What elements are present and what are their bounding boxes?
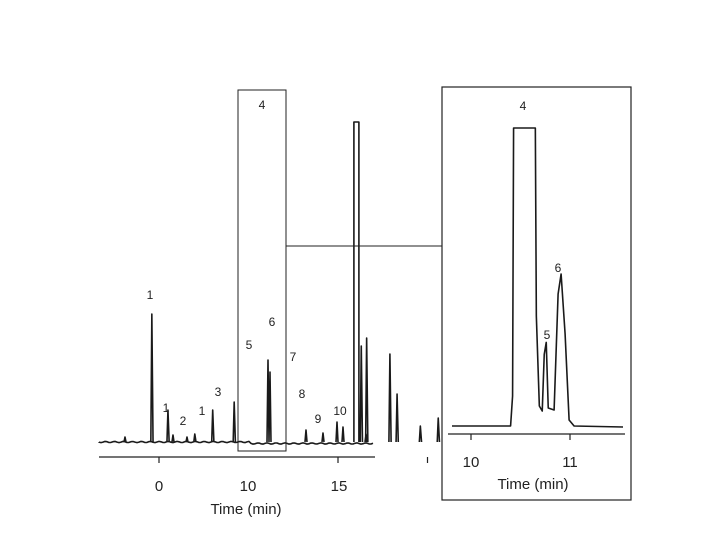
main-tick-label: 0 bbox=[155, 478, 163, 495]
main-tick-label: 15 bbox=[331, 478, 348, 495]
inset-tick-label: 10 bbox=[463, 454, 480, 471]
inset-tick-labels: 10 11 bbox=[463, 454, 578, 471]
peak-label: 8 bbox=[299, 387, 306, 401]
peak-label: 7 bbox=[290, 350, 297, 364]
peak-label: 1 bbox=[147, 288, 154, 302]
inset-tick-label: 11 bbox=[562, 454, 578, 471]
main-trace-line bbox=[98, 121, 441, 445]
main-x-axis-title: Time (min) bbox=[210, 501, 281, 518]
inset-trace-line bbox=[452, 127, 624, 428]
inset-chromatogram: 10 11 Time (min) 4 5 6 bbox=[441, 86, 632, 501]
peak-label: 1 bbox=[163, 401, 170, 415]
peak-label: 6 bbox=[269, 315, 276, 329]
inset-peak-label: 6 bbox=[555, 261, 562, 275]
peak-label: 10 bbox=[333, 404, 347, 418]
inset-frame bbox=[441, 86, 632, 501]
peak-label: 3 bbox=[215, 385, 222, 399]
peak-label: 1 bbox=[199, 404, 206, 418]
main-tick-label: 10 bbox=[240, 478, 257, 495]
inset-x-axis-title: Time (min) bbox=[497, 476, 568, 493]
inset-peak-label: 4 bbox=[520, 99, 527, 113]
inset-x-ticks bbox=[470, 434, 571, 440]
peak-label: 5 bbox=[246, 338, 253, 352]
main-tick-labels: 0 10 15 bbox=[155, 478, 348, 495]
zoom-window-box bbox=[237, 89, 287, 452]
peak-label: 4 bbox=[259, 98, 266, 112]
peak-label: 2 bbox=[180, 414, 187, 428]
inset-peak-label: 5 bbox=[544, 328, 551, 342]
inset-peak-labels: 4 5 6 bbox=[520, 99, 562, 342]
main-chromatogram: 0 10 15 Time (min) 1 1 2 1 3 5 4 6 7 8 9… bbox=[98, 89, 441, 518]
main-peak-labels: 1 1 2 1 3 5 4 6 7 8 9 10 bbox=[147, 98, 347, 428]
peak-label: 9 bbox=[315, 412, 322, 426]
main-x-ticks bbox=[158, 457, 429, 463]
